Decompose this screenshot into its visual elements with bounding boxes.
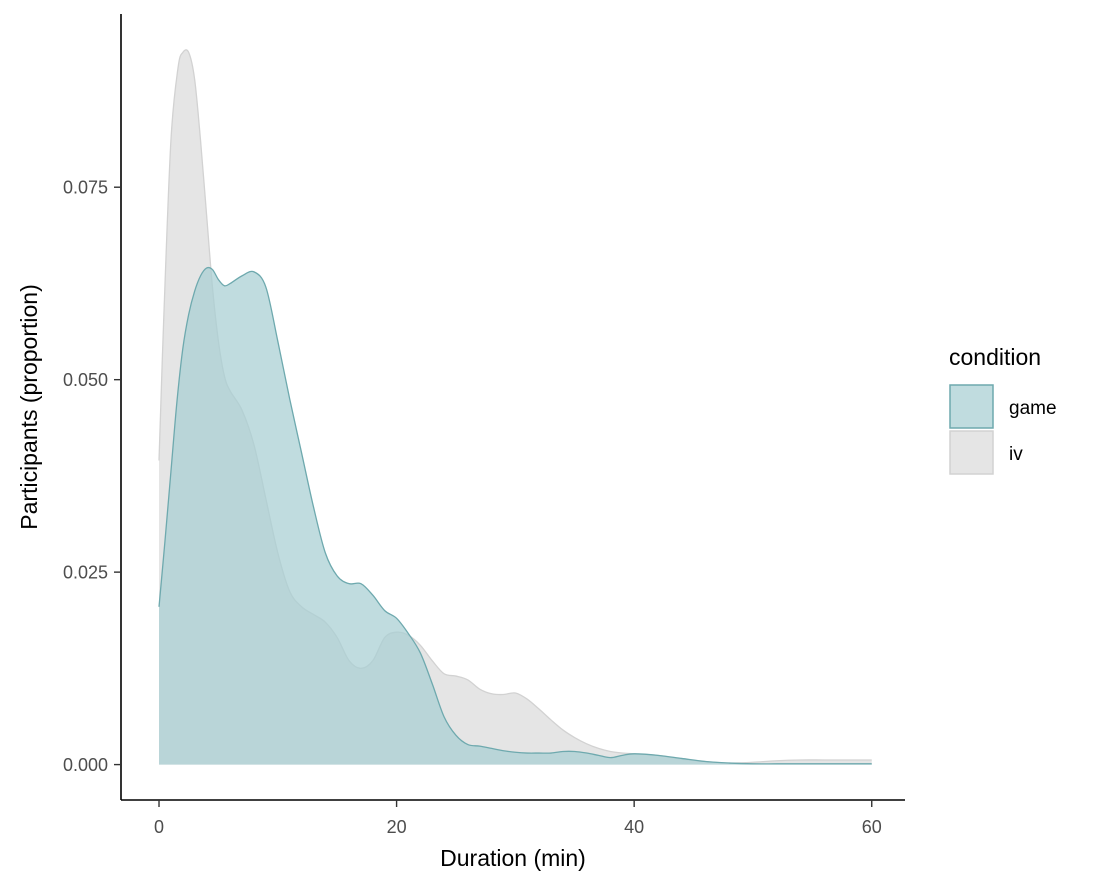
density-line-game <box>158 266 872 765</box>
x-tick-label: 40 <box>624 817 644 837</box>
legend-label-game: game <box>1009 398 1057 419</box>
x-tick-label: 0 <box>154 817 164 837</box>
density-area-game <box>159 267 872 765</box>
y-tick-label: 0.000 <box>63 755 108 775</box>
y-tick-label: 0.025 <box>63 563 108 583</box>
legend-key-game <box>949 384 994 429</box>
legend-title: condition <box>949 344 1041 370</box>
density-areas <box>158 49 872 765</box>
y-tick-label: 0.075 <box>63 178 108 198</box>
x-tick-label: 20 <box>387 817 407 837</box>
legend-key-iv <box>949 430 994 475</box>
legend: condition game iv <box>949 344 1057 475</box>
x-axis-ticks: 0 20 40 60 <box>154 800 882 837</box>
x-axis-title: Duration (min) <box>440 845 586 871</box>
x-tick-label: 60 <box>862 817 882 837</box>
y-axis-title: Participants (proportion) <box>16 284 42 529</box>
legend-label-iv: iv <box>1009 444 1023 465</box>
y-tick-label: 0.050 <box>63 370 108 390</box>
y-axis-ticks: 0.000 0.025 0.050 0.075 <box>63 178 121 775</box>
